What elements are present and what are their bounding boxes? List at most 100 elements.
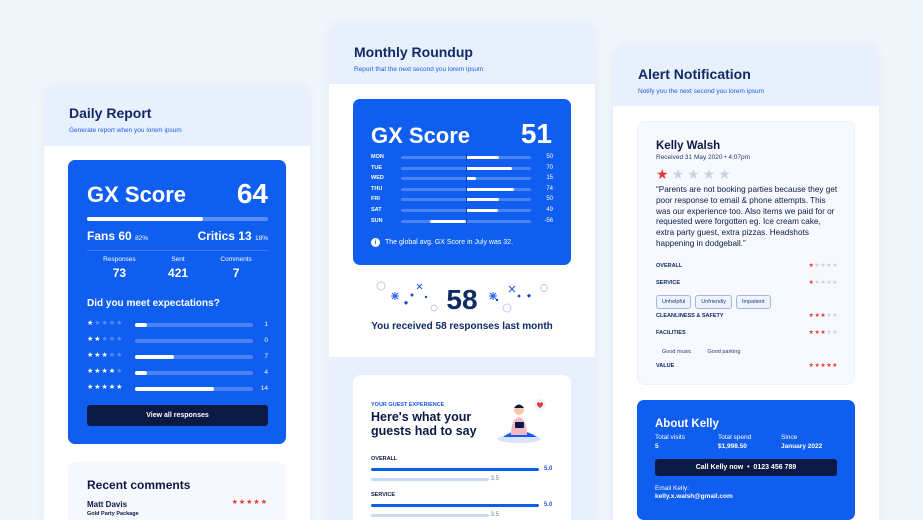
stat-comments-value: 7 [232, 266, 240, 280]
fans-summary: Fans 60 82% [87, 229, 148, 243]
about-since-label: Since [781, 434, 798, 441]
rating-bar [135, 355, 253, 359]
view-all-responses-button[interactable]: View all responses [87, 405, 268, 426]
category-tag[interactable]: Good parking [707, 349, 741, 355]
about-kelly-title: About Kelly [655, 418, 719, 430]
comment-author: Matt Davis [87, 500, 128, 509]
day-label: MON [371, 154, 384, 160]
day-bar-center-line [466, 207, 467, 214]
category-stars: ★★★★★ [808, 330, 838, 336]
guest-compare-bar [371, 514, 489, 517]
day-bar-track [401, 154, 531, 161]
category-label: VALUE [656, 363, 675, 369]
day-bar-track [401, 175, 531, 183]
rating-row: ★★★★★ 0 [87, 336, 268, 345]
star-filled-icon: ★ [656, 166, 672, 182]
rating-stars: ★★★★★ [87, 320, 124, 327]
recent-comments-title: Recent comments [87, 478, 191, 492]
guest-compare-bar [371, 478, 489, 481]
critics-value: 13 [238, 229, 252, 243]
guest-experience-heading: Here's what your guests had to say [371, 410, 477, 438]
category-tags: Unhelpful Unfriendly Impatient [656, 290, 775, 309]
about-spend-value: $1,998.50 [718, 443, 747, 450]
critics-summary: Critics 13 18% [198, 229, 268, 243]
guest-score-bar [371, 468, 539, 471]
confetti-decoration [376, 281, 548, 313]
day-bar-fill [466, 166, 512, 170]
day-bar-fill [466, 187, 515, 191]
comment-rating-stars: ★★★★★ [231, 499, 268, 506]
guest-score-value: 5.0 [544, 466, 553, 472]
rating-bar-fill [135, 371, 147, 375]
day-value: 49 [546, 207, 553, 213]
rating-stars: ★★★★★ [87, 352, 124, 359]
monthly-gx-value: 51 [520, 118, 552, 149]
day-bar-center-line [466, 175, 467, 183]
rating-bar [135, 323, 253, 327]
category-tag[interactable]: Good music [662, 349, 692, 355]
day-row: MON 50 [371, 154, 553, 162]
category-tag[interactable]: Unfriendly [695, 295, 733, 309]
rating-count: 0 [264, 337, 268, 344]
guest-score-value: 5.0 [544, 502, 553, 508]
alert-notification-header: Alert Notification Notify you the next s… [613, 44, 879, 106]
day-bar-fill [466, 198, 499, 202]
day-row: TUE 70 [371, 164, 553, 173]
day-value: 74 [546, 185, 553, 192]
critics-label: Critics [197, 229, 235, 243]
day-bar-center-line [466, 196, 467, 204]
rating-stars: ★★★★★ [87, 368, 124, 375]
email-link[interactable]: kelly.x.walsh@gmail.com [655, 493, 733, 500]
guest-row-label: SERVICE [371, 492, 396, 498]
category-tag[interactable]: Impatient [736, 295, 771, 309]
stat-comments-label: Comments [220, 256, 252, 263]
category-stars: ★★★★★ [808, 363, 838, 369]
daily-gx-bar-fill [87, 217, 203, 221]
category-label: FACILITIES [656, 330, 686, 336]
day-bar-center-line [466, 217, 467, 225]
stat-responses: Responses 73 [103, 256, 136, 280]
person-illustration [497, 399, 546, 443]
call-kelly-button[interactable]: Call Kelly now • 0123 456 789 [655, 459, 837, 476]
stat-sent-value: 421 [168, 266, 189, 280]
info-icon: i [371, 238, 380, 247]
daily-report-title: Daily Report [69, 105, 152, 121]
guest-compare-value: 3.5 [490, 512, 499, 518]
day-row: THU 74 [371, 185, 553, 194]
rating-stars: ★★★★★ [87, 384, 124, 391]
about-visits-value: 5 [655, 443, 659, 450]
day-row: SAT 49 [371, 207, 553, 215]
rating-count: 14 [260, 385, 268, 392]
critics-percent: 18% [254, 235, 268, 242]
guest-row-label: OVERALL [371, 456, 398, 462]
day-value: -56 [544, 217, 553, 224]
daily-gx-panel: GX Score 64 Fans 60 82% Critics 13 18% R… [68, 160, 286, 444]
stat-comments: Comments 7 [220, 256, 251, 280]
stat-sent: Sent 421 [168, 256, 188, 280]
rating-row: ★★★★★ 7 [87, 352, 268, 361]
rating-row: ★★★★★ 1 [87, 320, 268, 329]
about-stat-visits: Total visits 5 [655, 434, 685, 450]
day-bar-track [401, 207, 531, 214]
category-tags: Good music Good parking [656, 340, 750, 359]
monthly-roundup-card: Monthly Roundup Report that the next sec… [329, 22, 595, 520]
rating-bar [135, 371, 253, 375]
category-tag[interactable]: Unhelpful [656, 295, 692, 309]
review-quote: “Parents are not booking parties because… [656, 185, 838, 248]
day-bar-fill [466, 209, 498, 212]
day-bar-fill [429, 219, 466, 223]
daily-gx-bar [87, 217, 268, 221]
recent-comments-panel: Recent comments Matt Davis Gold Party Pa… [68, 462, 286, 520]
comment-package: Gold Party Package [87, 511, 139, 517]
email-label: Email Kelly: [655, 485, 689, 492]
monthly-gx-panel: GX Score 51 MON 50 TUE 70 WED 15 THU 74 FRI 50 SAT… [353, 99, 571, 265]
category-label: SERVICE [656, 280, 681, 286]
responses-summary: You received 58 responses last month [371, 321, 553, 332]
day-row: SUN -56 [371, 217, 553, 226]
guest-score-bar [371, 504, 539, 507]
expectations-question: Did you meet expectations? [87, 298, 220, 309]
daily-report-card: Daily Report Generate report when you lo… [44, 84, 310, 520]
alert-notification-card: Alert Notification Notify you the next s… [613, 44, 879, 520]
about-since-value: January 2022 [781, 443, 823, 450]
star-empty-icon: ★★★★ [671, 166, 734, 182]
